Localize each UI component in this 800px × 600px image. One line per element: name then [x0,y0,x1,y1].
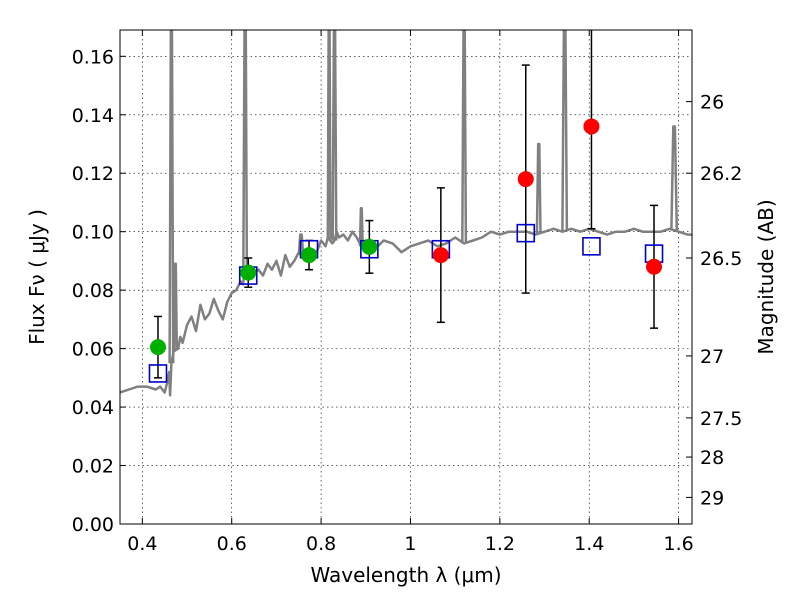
optical-point [240,264,257,281]
nir-point [583,118,600,135]
x-tick-label: 1 [404,533,416,555]
emission-line [297,233,305,256]
emission-line [242,30,249,277]
y-tick-label: 0.10 [72,222,114,244]
x-tick-label: 1.2 [485,533,515,555]
magnitude-tick-label: 27 [700,346,724,368]
emission-line [461,30,468,244]
x-tick-label: 0.4 [127,533,157,555]
magnitude-axis-label: Magnitude (AB) [754,199,778,354]
nir-point [517,171,534,188]
emission-line [358,207,364,247]
optical-point [361,238,378,255]
magnitude-tick-label: 29 [700,487,724,509]
model-photometry-square [148,364,168,383]
y-tick-label: 0.08 [72,280,114,302]
x-tick-label: 0.8 [306,533,336,555]
y-tick-label: 0.14 [72,105,114,127]
magnitude-tick-label: 26.2 [700,163,742,185]
nir-point [646,258,663,275]
optical-point [149,339,166,356]
emission-line [670,125,679,231]
x-axis: 0.4 0.6 0.8 1 1.2 1.4 1.6 [127,30,694,555]
nir-point [432,247,449,264]
magnitude-tick-label: 26 [700,92,724,114]
magnitude-axis: 26 26.2 26.5 27 27.5 28 29 [686,92,742,509]
emission-line [172,262,179,351]
y-tick-label: 0.16 [72,46,114,68]
y-tick-label: 0.12 [72,163,114,185]
y-tick-label: 0.00 [72,514,114,536]
y-tick-label: 0.02 [72,456,114,478]
emission-line [331,30,338,241]
x-tick-label: 0.6 [217,533,247,555]
emission-line [535,142,542,234]
x-tick-label: 1.6 [663,533,693,555]
x-axis-label: Wavelength λ (μm) [310,563,501,587]
grid [120,30,692,524]
emission-line [561,30,569,232]
optical-point [301,247,318,264]
magnitude-tick-label: 28 [700,447,724,469]
y-tick-label: 0.06 [72,339,114,361]
y-axis: 0.00 0.02 0.04 0.06 0.08 0.10 0.12 0.14 0.16 [72,46,126,536]
model-emission-lines [168,30,679,364]
emission-line [168,30,175,364]
plot-area [120,30,692,397]
model-photometry-square [582,237,601,256]
observed-points [149,118,663,356]
model-spectrum-line [120,227,692,397]
y-tick-label: 0.04 [72,397,114,419]
model-photometry-square [516,223,536,243]
emission-line [326,30,332,240]
magnitude-tick-label: 26.5 [700,248,742,270]
plot-frame [119,29,693,525]
x-tick-label: 1.4 [574,533,604,555]
magnitude-tick-label: 27.5 [700,408,742,430]
y-axis-label: Flux Fν ( μJy ) [25,209,49,345]
